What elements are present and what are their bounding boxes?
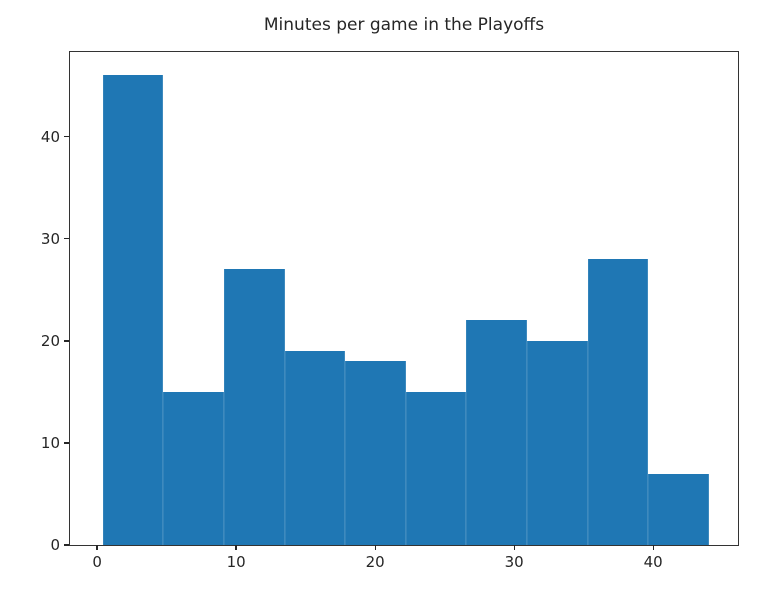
y-tick-mark bbox=[64, 238, 69, 240]
histogram-bar bbox=[284, 351, 346, 545]
x-tick-label: 40 bbox=[643, 553, 663, 571]
x-tick-mark bbox=[513, 545, 515, 550]
plot-area: 0 10 20 30 40 0 10 20 30 40 bbox=[41, 51, 739, 571]
x-tick-label: 0 bbox=[92, 553, 102, 571]
histogram-bar bbox=[526, 340, 588, 545]
x-tick-mark bbox=[374, 545, 376, 550]
x-tick-label: 10 bbox=[226, 553, 246, 571]
bars-layer bbox=[70, 52, 738, 545]
y-tick-label: 20 bbox=[40, 331, 60, 350]
histogram-bar bbox=[648, 473, 709, 545]
y-tick-mark bbox=[64, 136, 69, 138]
chart-title: Minutes per game in the Playoffs bbox=[263, 15, 545, 35]
y-tick-mark bbox=[64, 340, 69, 342]
x-tick-mark bbox=[96, 545, 98, 550]
histogram-bar bbox=[405, 391, 467, 545]
histogram-bar bbox=[345, 361, 406, 545]
histogram-bar bbox=[587, 259, 649, 545]
histogram-bar bbox=[223, 269, 285, 545]
y-tick-label: 10 bbox=[40, 433, 60, 452]
y-tick-label: 0 bbox=[50, 536, 60, 554]
x-tick-label: 30 bbox=[504, 553, 524, 571]
y-tick-label: 30 bbox=[40, 229, 60, 248]
histogram-bar bbox=[163, 391, 224, 545]
histogram-bar bbox=[102, 75, 164, 545]
histogram-bar bbox=[466, 320, 527, 545]
x-tick-mark bbox=[652, 545, 654, 550]
y-tick-mark bbox=[64, 442, 69, 444]
ticks-layer: 0 10 20 30 40 0 10 20 30 40 bbox=[41, 52, 738, 571]
y-tick-mark bbox=[64, 544, 69, 546]
x-tick-label: 20 bbox=[365, 553, 385, 571]
y-tick-label: 40 bbox=[40, 127, 60, 146]
x-tick-mark bbox=[235, 545, 237, 550]
